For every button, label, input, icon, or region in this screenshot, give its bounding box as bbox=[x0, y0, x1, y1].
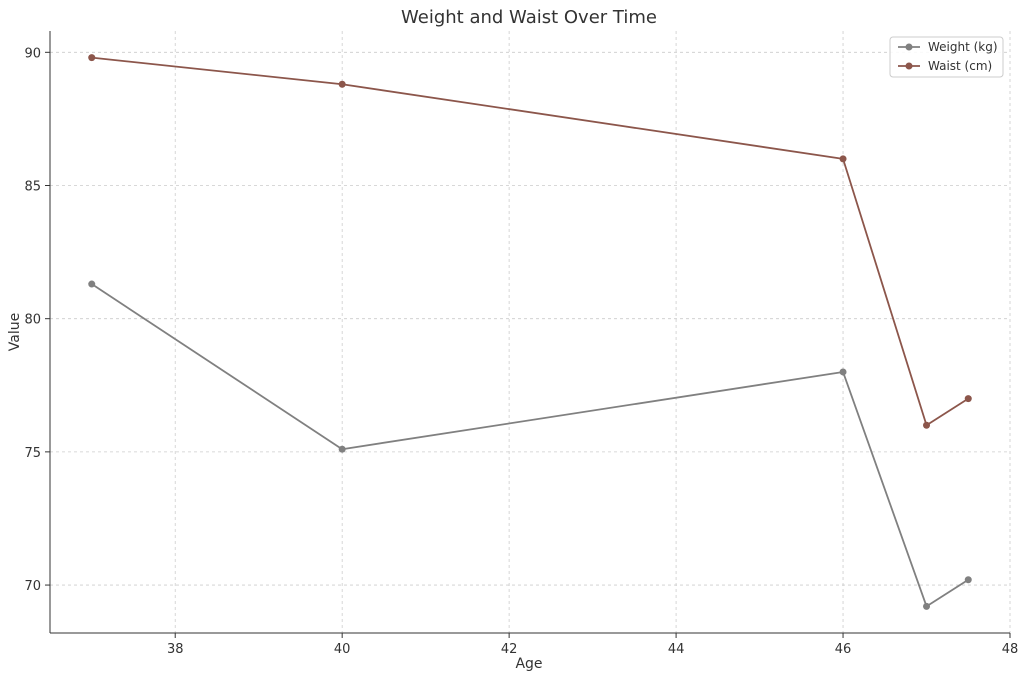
y-tick-label: 85 bbox=[24, 179, 41, 194]
series-0 bbox=[88, 280, 972, 610]
legend: Weight (kg) Waist (cm) bbox=[889, 36, 1004, 78]
x-axis-label: Age bbox=[515, 656, 542, 672]
series-1 bbox=[88, 54, 972, 429]
y-tick-label: 80 bbox=[24, 313, 41, 328]
data-point bbox=[88, 280, 96, 288]
legend-entry: Waist (cm) bbox=[928, 59, 992, 73]
data-point bbox=[338, 445, 346, 453]
y-axis-label: Value bbox=[7, 313, 23, 351]
x-tick-label: 40 bbox=[334, 642, 351, 657]
series-layer bbox=[88, 54, 972, 610]
data-point bbox=[839, 368, 847, 376]
legend-swatch-marker bbox=[905, 43, 913, 51]
data-point bbox=[338, 80, 346, 88]
y-tick-label: 90 bbox=[24, 46, 41, 61]
x-tick-label: 38 bbox=[167, 642, 184, 657]
x-tick-label: 46 bbox=[835, 642, 852, 657]
data-point bbox=[923, 421, 931, 429]
data-point bbox=[964, 576, 972, 584]
y-tick-label: 75 bbox=[24, 446, 41, 461]
axes: 38 40 42 44 46 48 70 75 80 85 90 bbox=[24, 31, 1018, 657]
data-point bbox=[839, 155, 847, 163]
grid bbox=[50, 31, 1011, 633]
x-tick-label: 44 bbox=[668, 642, 685, 657]
x-tick-label: 48 bbox=[1002, 642, 1019, 657]
y-tick-label: 70 bbox=[24, 579, 41, 594]
data-point bbox=[964, 395, 972, 403]
data-point bbox=[88, 54, 96, 62]
data-point bbox=[923, 602, 931, 610]
legend-swatch-marker bbox=[905, 62, 913, 70]
series-line bbox=[91, 283, 969, 608]
chart-title: Weight and Waist Over Time bbox=[401, 7, 657, 28]
x-tick-label: 42 bbox=[501, 642, 518, 657]
legend-entry: Weight (kg) bbox=[928, 40, 998, 54]
